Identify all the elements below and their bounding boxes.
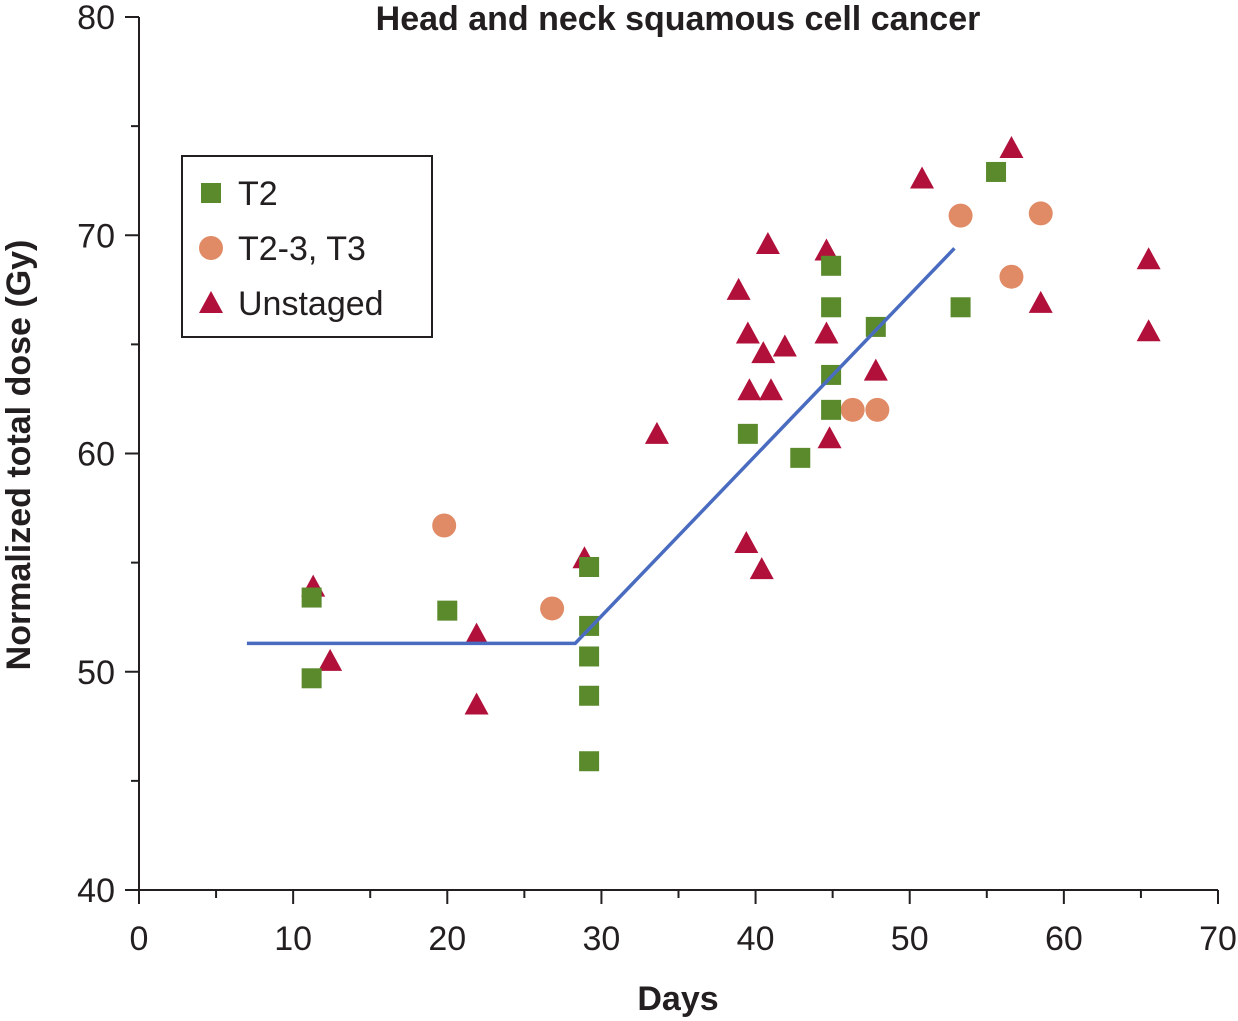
data-point-triangle <box>644 421 669 444</box>
data-point-triangle <box>726 277 751 300</box>
x-tick-label: 0 <box>130 920 149 958</box>
data-point-square <box>437 600 458 621</box>
data-point-circle <box>865 397 890 422</box>
data-point-triangle <box>772 334 797 357</box>
data-point-circle <box>1028 201 1053 226</box>
data-point-square <box>301 587 322 608</box>
legend-marker-circle <box>199 236 223 260</box>
y-ticks: 40 50 60 70 80 <box>77 0 139 910</box>
x-ticks: 0 10 20 30 40 50 60 70 <box>130 890 1237 958</box>
data-point-triangle <box>1136 247 1161 270</box>
data-point-square <box>579 646 600 667</box>
data-point-square <box>579 556 600 577</box>
data-point-square <box>821 297 842 318</box>
x-axis: 0 10 20 30 40 50 60 70 Days <box>130 889 1237 1018</box>
data-point-circle <box>948 203 973 228</box>
data-point-circle <box>432 513 457 538</box>
y-tick-label: 70 <box>77 217 115 255</box>
x-tick-label: 10 <box>274 920 312 958</box>
data-point-triangle <box>758 378 783 401</box>
data-point-triangle <box>755 231 780 254</box>
legend-box <box>181 155 433 338</box>
data-point-square <box>301 668 322 689</box>
data-point-square <box>737 423 758 444</box>
data-point-square <box>579 751 600 772</box>
legend-entries: T2 T2-3, T3 Unstaged <box>199 175 384 323</box>
data-point-triangle <box>863 358 888 381</box>
data-point-triangle <box>817 426 842 449</box>
data-point-triangle <box>318 648 343 671</box>
data-point-circle <box>999 264 1024 289</box>
fit-line-layer <box>246 247 956 646</box>
data-point-triangle <box>749 557 774 580</box>
data-point-square <box>865 316 886 337</box>
data-point-circle <box>840 397 865 422</box>
data-point-triangle <box>1028 290 1053 313</box>
y-tick-label: 50 <box>77 654 115 692</box>
x-tick-label: 30 <box>583 920 621 958</box>
data-point-triangle <box>734 530 759 553</box>
legend-label: T2-3, T3 <box>238 230 366 268</box>
chart-title: Head and neck squamous cell cancer <box>376 0 981 38</box>
data-point-circle <box>540 596 565 621</box>
data-point-triangle <box>910 166 935 189</box>
y-tick-label: 60 <box>77 436 115 474</box>
data-point-square <box>986 161 1007 182</box>
fit-line <box>246 247 956 646</box>
x-tick-label: 20 <box>428 920 466 958</box>
legend: T2 T2-3, T3 Unstaged <box>181 155 433 338</box>
data-point-triangle <box>814 238 839 261</box>
data-point-square <box>950 297 971 318</box>
data-point-square <box>579 615 600 636</box>
data-point-square <box>821 255 842 276</box>
data-point-triangle <box>1136 319 1161 342</box>
data-point-square <box>790 447 811 468</box>
data-points <box>301 135 1161 772</box>
x-tick-label: 50 <box>891 920 929 958</box>
data-point-triangle <box>735 321 760 344</box>
data-point-triangle <box>464 622 489 645</box>
x-tick-label: 40 <box>737 920 775 958</box>
data-point-triangle <box>999 135 1024 158</box>
x-tick-label: 60 <box>1045 920 1083 958</box>
data-point-square <box>821 399 842 420</box>
data-point-square <box>579 685 600 706</box>
legend-label: Unstaged <box>238 285 384 323</box>
data-point-triangle <box>464 692 489 715</box>
x-axis-title: Days <box>637 980 718 1018</box>
data-point-triangle <box>751 341 776 364</box>
legend-marker-square <box>201 183 221 203</box>
x-tick-label: 70 <box>1199 920 1237 958</box>
data-point-triangle <box>814 321 839 344</box>
legend-marker-triangle <box>199 291 223 313</box>
y-axis-title: Normalized total dose (Gy) <box>0 240 38 671</box>
y-axis: 40 50 60 70 80 Normalized total dose (Gy) <box>0 0 140 910</box>
y-tick-label: 40 <box>77 872 115 910</box>
legend-label: T2 <box>238 175 278 213</box>
y-tick-label: 80 <box>77 0 115 37</box>
data-point-triangle <box>737 378 762 401</box>
